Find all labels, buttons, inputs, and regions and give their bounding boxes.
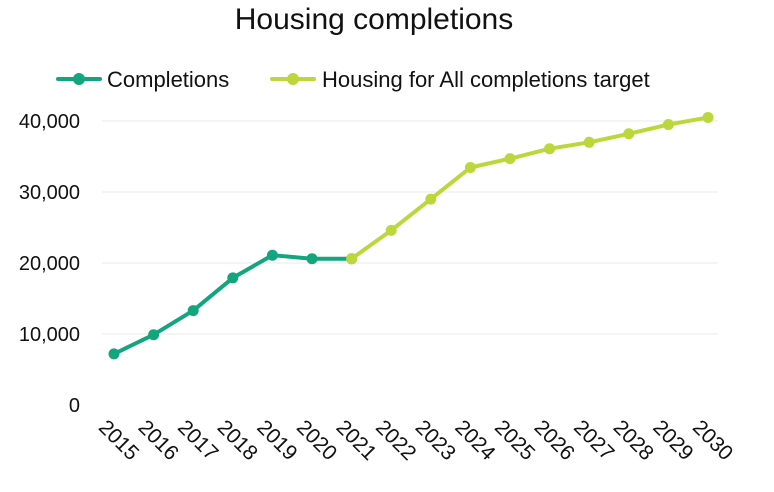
chart-title: Housing completions: [235, 3, 513, 36]
x-tick-label: 2028: [609, 416, 658, 465]
data-point: [583, 136, 595, 148]
x-tick-label: 2026: [530, 416, 579, 465]
x-tick-label: 2025: [490, 416, 539, 465]
data-point: [148, 329, 160, 341]
grid: [102, 120, 718, 335]
data-point: [464, 162, 476, 174]
x-tick-label: 2015: [94, 416, 143, 465]
x-tick-label: 2019: [252, 416, 301, 465]
data-point: [504, 153, 516, 165]
x-tick-label: 2030: [688, 416, 737, 465]
x-tick-label: 2024: [450, 416, 500, 466]
y-tick-label: 20,000: [19, 253, 80, 275]
data-point: [187, 305, 199, 317]
y-tick-label: 30,000: [19, 182, 80, 204]
y-tick-label: 40,000: [19, 111, 80, 133]
legend: Completions Housing for All completions …: [56, 67, 650, 92]
series-line: [112, 253, 354, 356]
x-tick-label: 2022: [371, 416, 420, 465]
legend-label-target: Housing for All completions target: [322, 67, 650, 92]
data-point: [385, 224, 397, 236]
data-point: [346, 253, 358, 265]
data-point: [544, 143, 556, 155]
legend-marker-completions: [73, 73, 85, 85]
y-tick-label: 0: [69, 395, 80, 417]
y-tick-label: 10,000: [19, 324, 80, 346]
data-point: [306, 253, 318, 265]
data-point: [227, 272, 239, 284]
x-tick-label: 2020: [292, 416, 341, 465]
legend-marker-target: [287, 73, 299, 85]
data-point: [623, 128, 635, 140]
series-0: [108, 249, 358, 360]
x-tick-label: 2029: [648, 416, 697, 465]
x-tick-label: 2023: [411, 416, 460, 465]
data-point: [425, 193, 437, 205]
data-point: [266, 249, 278, 261]
x-axis: 2015201620172018201920202021202220232024…: [94, 416, 737, 466]
series-1: [346, 111, 714, 265]
x-tick-label: 2018: [213, 416, 262, 465]
series-line: [349, 115, 710, 261]
legend-item-target: Housing for All completions target: [270, 67, 650, 92]
series-layer: [108, 111, 714, 360]
x-tick-label: 2021: [332, 416, 381, 465]
data-point: [702, 111, 714, 123]
x-tick-label: 2016: [134, 416, 183, 465]
x-tick-label: 2017: [173, 416, 222, 465]
data-point: [662, 119, 674, 131]
legend-item-completions: Completions: [56, 67, 229, 92]
x-tick-label: 2027: [569, 416, 618, 465]
data-point: [108, 348, 120, 360]
y-axis: 0 10,000 20,000 30,000 40,000: [19, 111, 80, 417]
legend-label-completions: Completions: [107, 67, 229, 92]
